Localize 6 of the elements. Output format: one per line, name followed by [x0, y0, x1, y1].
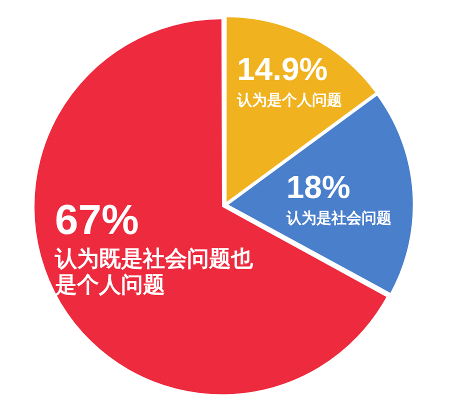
data-label: 67%: [54, 196, 139, 243]
slice-label: 认为是个人问题: [236, 90, 342, 109]
data-label: 18%: [286, 168, 350, 205]
slice-label: 认为是社会问题: [285, 208, 392, 227]
data-label: 14.9%: [237, 50, 328, 87]
slice-label: 认为既是社会问题也是个人问题: [54, 247, 254, 298]
